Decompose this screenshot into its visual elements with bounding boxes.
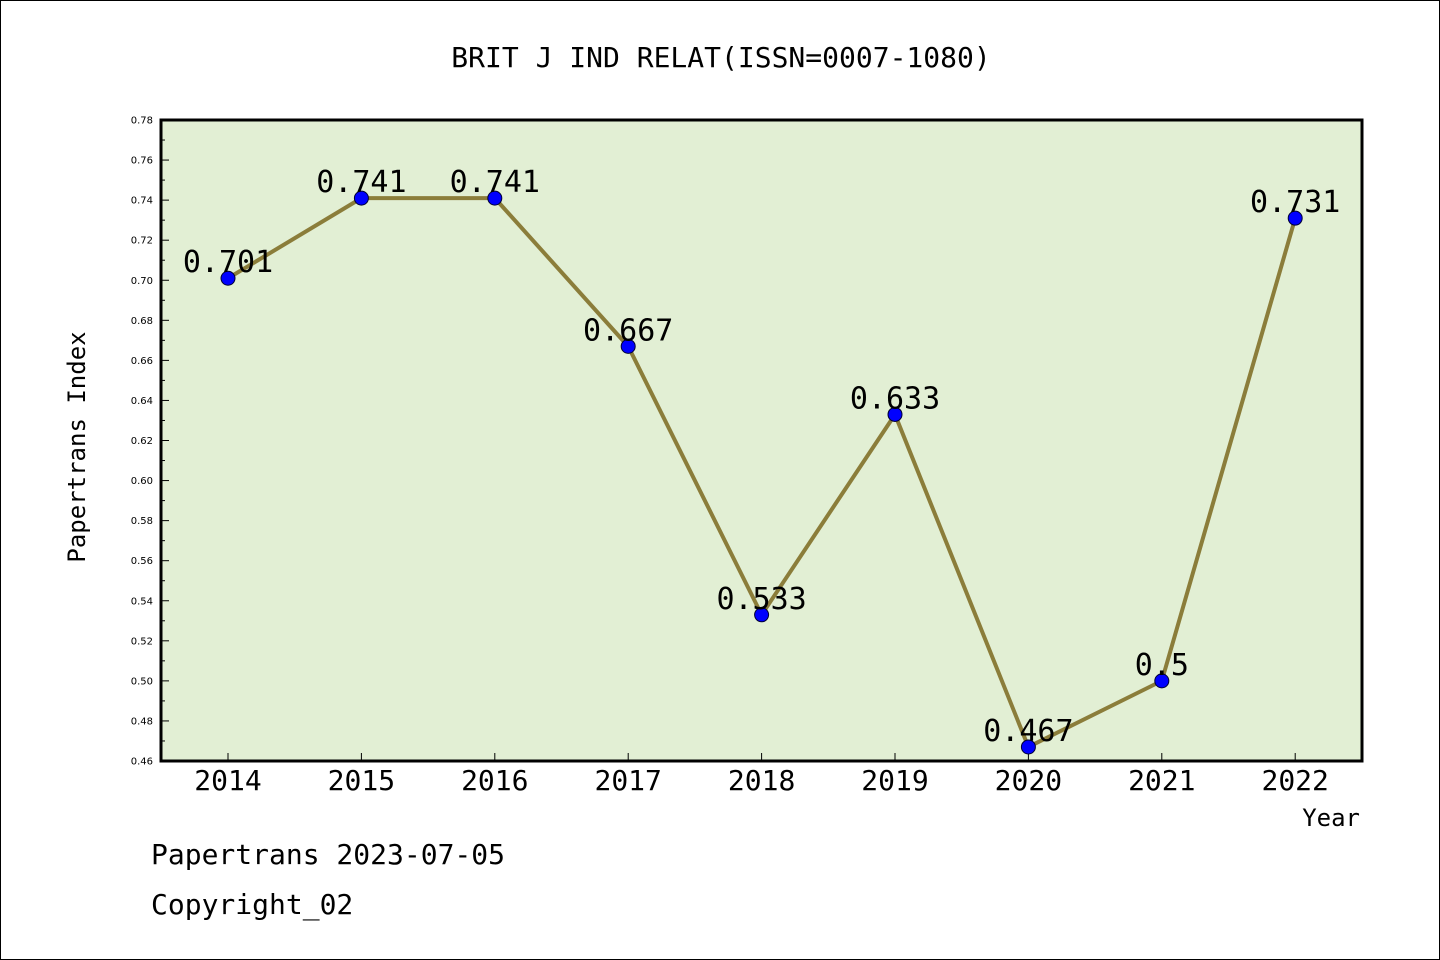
data-point bbox=[1287, 210, 1303, 226]
x-tick-label: 2017 bbox=[594, 764, 661, 797]
data-point bbox=[1154, 673, 1170, 689]
data-point bbox=[220, 270, 236, 286]
x-tick-label: 2019 bbox=[861, 764, 928, 797]
x-tick-label: 2018 bbox=[728, 764, 795, 797]
y-tick-label: 0.58 bbox=[131, 516, 153, 527]
y-tick-label: 0.66 bbox=[131, 356, 153, 367]
y-tick-label: 0.60 bbox=[131, 476, 153, 487]
x-axis: 2014 2015 2016 2017 2018 2019 2020 2021 2022 bbox=[194, 753, 1329, 797]
footer-date: Papertrans 2023-07-05 bbox=[151, 838, 505, 871]
footer-copyright: Copyright_02 bbox=[151, 888, 353, 922]
y-tick-label: 0.54 bbox=[131, 596, 153, 607]
data-label: 0.731 bbox=[1250, 185, 1340, 220]
y-tick-label: 0.72 bbox=[131, 236, 153, 247]
x-tick-label: 2020 bbox=[995, 764, 1062, 797]
x-tick-label: 2016 bbox=[461, 764, 528, 797]
x-tick-label: 2021 bbox=[1128, 764, 1195, 797]
data-label: 0.633 bbox=[850, 381, 940, 416]
y-tick-label: 0.68 bbox=[131, 316, 153, 327]
data-label: 0.667 bbox=[583, 313, 673, 348]
x-tick-label: 2014 bbox=[194, 764, 261, 797]
y-tick-label: 0.56 bbox=[131, 556, 153, 567]
data-point bbox=[1020, 739, 1036, 755]
y-tick-label: 0.78 bbox=[131, 116, 153, 127]
data-label: 0.701 bbox=[183, 245, 273, 280]
y-tick-label: 0.46 bbox=[131, 757, 153, 768]
y-tick-label: 0.70 bbox=[131, 276, 153, 287]
y-tick-label: 0.74 bbox=[131, 196, 153, 207]
data-point bbox=[754, 607, 770, 623]
data-label: 0.533 bbox=[716, 582, 806, 617]
plot-area bbox=[161, 120, 1362, 761]
data-point bbox=[487, 190, 503, 206]
data-label: 0.467 bbox=[983, 714, 1073, 749]
chart-title: BRIT J IND RELAT(ISSN=0007-1080) bbox=[451, 41, 990, 74]
x-tick-label: 2015 bbox=[328, 764, 395, 797]
data-point bbox=[620, 338, 636, 354]
y-tick-label: 0.62 bbox=[131, 436, 153, 447]
y-tick-label: 0.48 bbox=[131, 716, 153, 727]
y-tick-label: 0.76 bbox=[131, 156, 153, 167]
data-label: 0.741 bbox=[316, 165, 406, 200]
x-axis-label: Year bbox=[1302, 804, 1360, 832]
data-label: 0.5 bbox=[1135, 648, 1189, 683]
data-labels: 0.701 0.741 0.741 0.667 0.533 0.633 0.467 0.5 0.… bbox=[183, 165, 1341, 749]
y-tick-label: 0.64 bbox=[131, 396, 153, 407]
y-axis-label: Papertrans Index bbox=[63, 331, 91, 562]
data-point bbox=[887, 406, 903, 422]
x-tick-label: 2022 bbox=[1261, 764, 1328, 797]
plot-border bbox=[159, 118, 1364, 763]
y-tick-label: 0.52 bbox=[131, 636, 153, 647]
data-points bbox=[220, 190, 1303, 755]
y-tick-label: 0.50 bbox=[131, 676, 153, 687]
data-point bbox=[353, 190, 369, 206]
data-label: 0.741 bbox=[450, 165, 540, 200]
